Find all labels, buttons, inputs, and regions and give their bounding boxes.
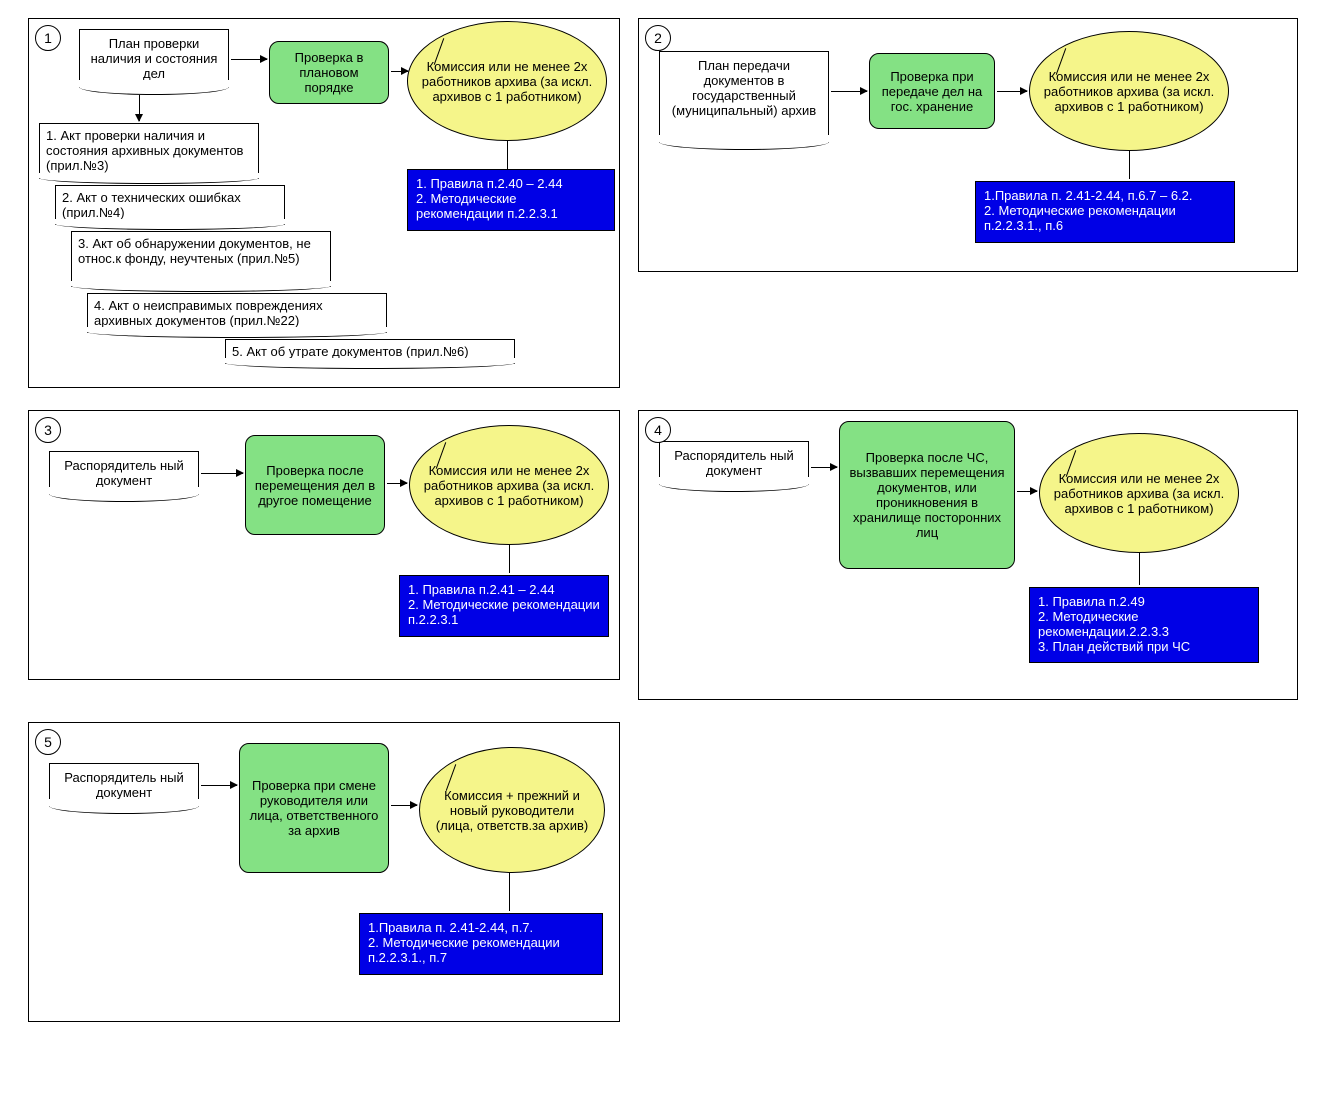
arrow-right — [201, 473, 243, 474]
arrow-right — [1017, 491, 1037, 492]
process-box: Проверка при передаче дел на гос. хранен… — [869, 53, 995, 129]
process-box: Проверка после перемещения дел в другое … — [245, 435, 385, 535]
act-document-2: 2. Акт о технических ошибках (прил.№4) — [55, 185, 285, 225]
act-document-1: 1. Акт проверки наличия и состояния архи… — [39, 123, 259, 179]
panel-1: 1 План проверки наличия и состояния дел Пр… — [28, 18, 620, 388]
reference-box: 1. Правила п.2.49 2. Методические рекоме… — [1029, 587, 1259, 663]
reference-box: 1. Правила п.2.40 – 2.44 2. Методические… — [407, 169, 615, 231]
act-document-4: 4. Акт о неисправимых повреждениях архив… — [87, 293, 387, 333]
reference-box: 1. Правила п.2.41 – 2.44 2. Методические… — [399, 575, 609, 637]
connector-line — [509, 873, 510, 911]
act-document-3: 3. Акт об обнаружении документов, не отн… — [71, 231, 331, 287]
commission-ellipse: Комиссия или не менее 2х работников архи… — [1039, 433, 1239, 553]
process-box: Проверка после ЧС, вызвавших перемещения… — [839, 421, 1015, 569]
input-document: Распорядитель ный документ — [659, 441, 809, 485]
arrow-down — [139, 95, 140, 121]
input-document: План передачи документов в государственн… — [659, 51, 829, 143]
arrow-right — [387, 483, 407, 484]
connector-line — [507, 141, 508, 169]
arrow-right — [811, 467, 837, 468]
panel-2: 2План передачи документов в государствен… — [638, 18, 1298, 272]
connector-line — [1129, 151, 1130, 179]
act-document-5: 5. Акт об утрате документов (прил.№6) — [225, 339, 515, 364]
arrow-right — [231, 59, 267, 60]
process-box: Проверка в плановом порядке — [269, 41, 389, 104]
panel-number: 5 — [35, 729, 61, 755]
reference-box: 1.Правила п. 2.41-2.44, п.7. 2. Методиче… — [359, 913, 603, 975]
panel-5: 5 Распорядитель ный документ Проверка при … — [28, 722, 620, 1022]
panel-number: 2 — [645, 25, 671, 51]
input-document: Распорядитель ный документ — [49, 763, 199, 807]
reference-box: 1.Правила п. 2.41-2.44, п.6.7 – 6.2. 2. … — [975, 181, 1235, 243]
panel-number: 3 — [35, 417, 61, 443]
arrow-right — [391, 71, 408, 72]
connector-line — [1139, 553, 1140, 585]
commission-ellipse: Комиссия или не менее 2х работников архи… — [1029, 31, 1229, 151]
process-box: Проверка при смене руководителя или лица… — [239, 743, 389, 873]
arrow-right — [997, 91, 1027, 92]
input-document: План проверки наличия и состояния дел — [79, 29, 229, 88]
panel-3: 3 Распорядитель ный документ Проверка посл… — [28, 410, 620, 680]
connector-line — [509, 545, 510, 573]
input-document: Распорядитель ный документ — [49, 451, 199, 495]
arrow-right — [391, 805, 417, 806]
arrow-right — [831, 91, 867, 92]
panel-number: 1 — [35, 25, 61, 51]
panel-4: 4Распорядитель ный документ Проверка посл… — [638, 410, 1298, 700]
commission-ellipse: Комиссия или не менее 2х работников архи… — [407, 21, 607, 141]
commission-ellipse: Комиссия + прежний и новый руководители … — [419, 747, 605, 873]
arrow-right — [201, 785, 237, 786]
panel-number: 4 — [645, 417, 671, 443]
commission-ellipse: Комиссия или не менее 2х работников архи… — [409, 425, 609, 545]
